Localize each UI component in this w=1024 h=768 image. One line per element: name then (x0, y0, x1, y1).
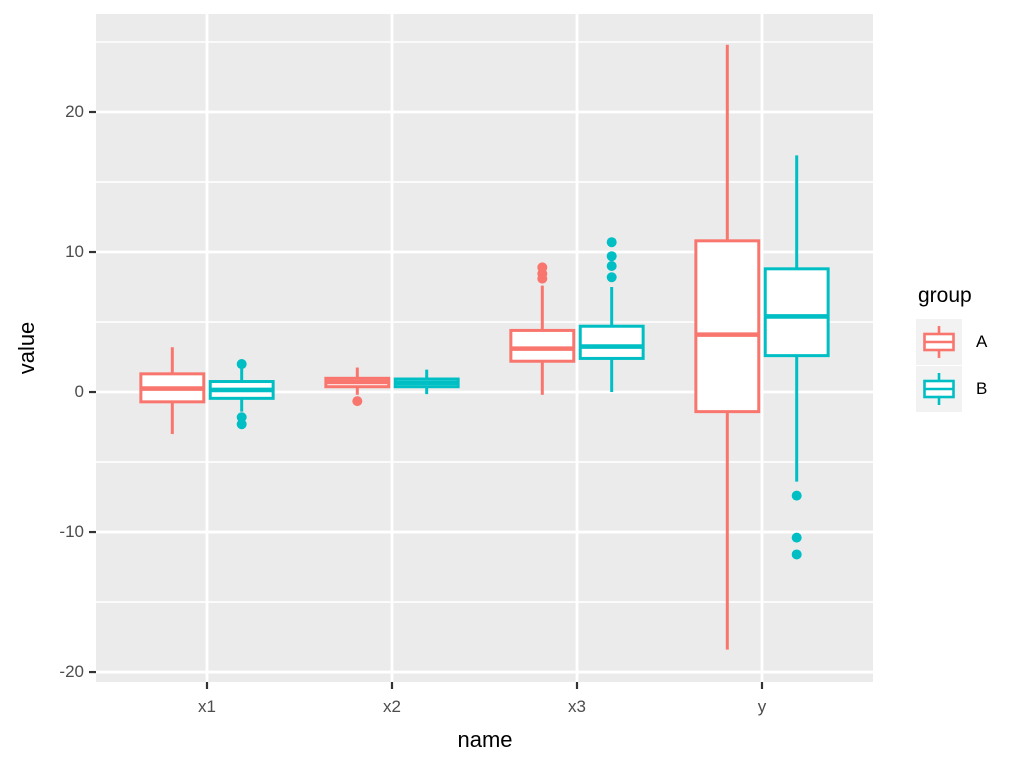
outlier-point (606, 272, 617, 283)
legend-entry-a: A (916, 319, 987, 365)
boxplot-x1-A (139, 347, 206, 435)
outlier-point (537, 262, 548, 273)
boxplot-y-B (763, 155, 830, 560)
x-tick-label: x2 (383, 697, 401, 716)
y-tick-label: -20 (59, 662, 84, 681)
y-tick-label: 0 (74, 382, 84, 401)
legend-label-a: A (976, 332, 988, 351)
boxplot-glyph-icon (923, 373, 955, 405)
outlier-point (352, 396, 363, 407)
legend-entry-b: B (916, 366, 987, 412)
outlier-point (791, 549, 802, 560)
boxplot-x3-B (578, 237, 645, 393)
y-tick-label: 10 (65, 242, 84, 261)
boxplot-x2-A (324, 367, 391, 407)
boxplot-x1-B (208, 359, 275, 430)
outlier-point (606, 251, 617, 262)
axis-tick-marks (89, 110, 764, 689)
outlier-point (791, 532, 802, 543)
legend-key-a (916, 319, 962, 365)
y-tick-label: -10 (59, 522, 84, 541)
outlier-point (236, 412, 247, 423)
legend-key-b (916, 366, 962, 412)
outlier-point (236, 359, 247, 370)
y-axis-title: value (14, 321, 39, 375)
boxplot-x3-A (509, 262, 576, 395)
x-tick-label: y (757, 697, 767, 716)
outlier-point (606, 237, 617, 248)
x-tick-label: x3 (568, 697, 586, 716)
boxplot-x2-B (393, 369, 460, 395)
boxplot-glyph-icon (923, 326, 955, 358)
boxplot-y-A (694, 44, 761, 650)
outlier-point (791, 490, 802, 501)
outlier-point (236, 419, 247, 430)
legend-title: group (918, 284, 972, 307)
x-tick-label: x1 (198, 697, 216, 716)
legend-label-b: B (976, 379, 988, 398)
outlier-point (606, 261, 617, 272)
x-axis-title: name (457, 727, 513, 752)
y-tick-label: 20 (65, 102, 84, 121)
legend: group A B (916, 284, 987, 413)
